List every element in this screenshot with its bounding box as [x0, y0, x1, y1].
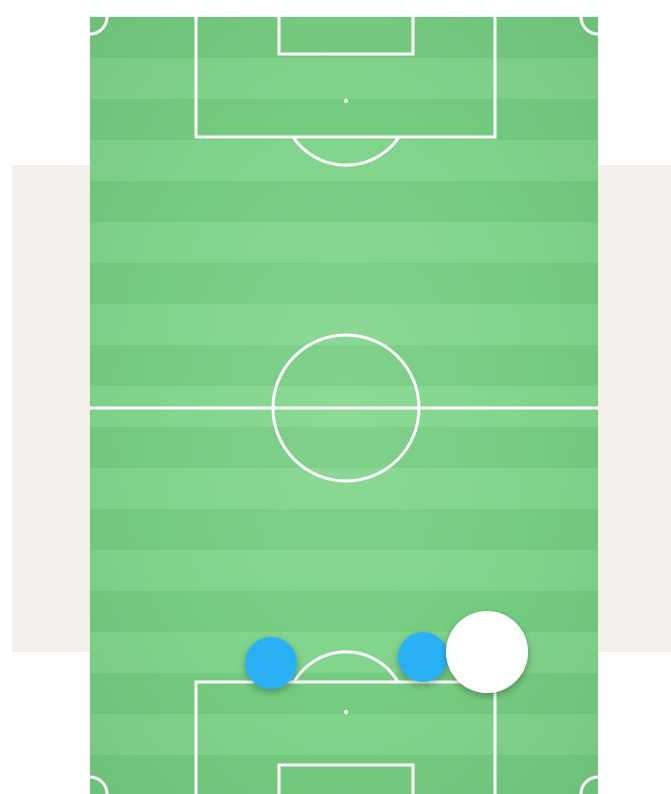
corner-arc — [90, 17, 109, 36]
ball[interactable] — [446, 611, 528, 693]
top-penalty-arc — [291, 136, 401, 167]
penalty-spot — [344, 99, 348, 103]
top-penalty-box — [194, 17, 497, 139]
player[interactable] — [245, 637, 297, 689]
corner-arc — [579, 775, 598, 794]
center-circle — [271, 333, 421, 483]
penalty-spot — [344, 710, 348, 714]
bottom-penalty-box — [194, 680, 497, 794]
bottom-penalty-arc — [292, 650, 400, 683]
top-goal-box — [277, 17, 415, 56]
corner-arc — [579, 17, 598, 36]
player[interactable] — [398, 632, 448, 682]
lines — [90, 17, 598, 794]
corner-arc — [90, 775, 109, 794]
bottom-goal-box — [277, 763, 415, 794]
